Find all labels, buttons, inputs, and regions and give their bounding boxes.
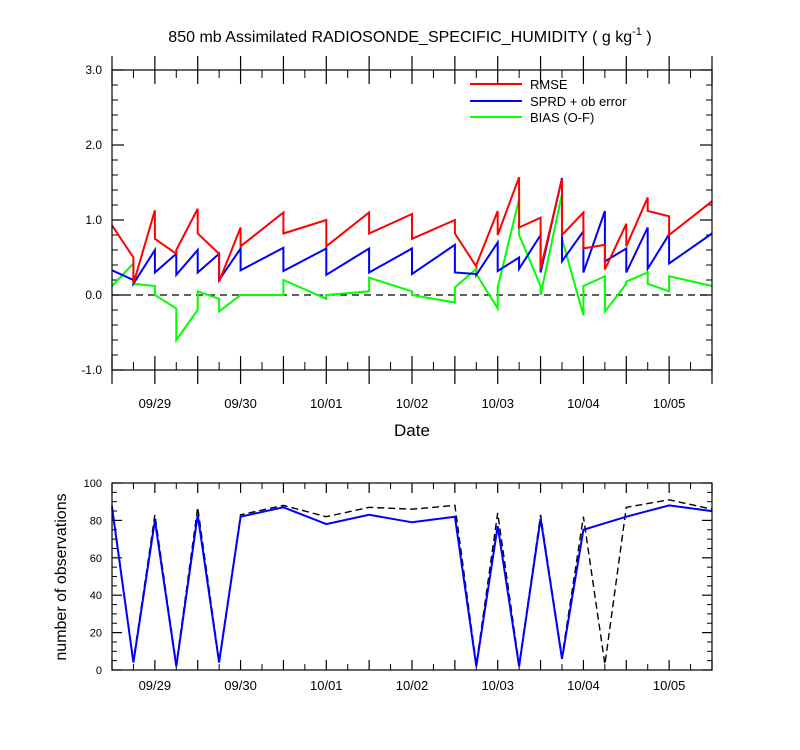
x-tick-label: 09/30 (224, 396, 257, 411)
series-line-used (111, 504, 713, 667)
x-tick-label: 10/01 (310, 678, 343, 693)
x-tick-label: 09/30 (224, 678, 257, 693)
x-tick-label: 10/03 (481, 678, 514, 693)
x-tick-label: 09/29 (139, 678, 172, 693)
y-tick-label: 80 (90, 515, 102, 527)
x-tick-label: 10/02 (396, 678, 429, 693)
x-tick-label: 10/05 (653, 678, 686, 693)
y-tick-label: 100 (84, 478, 102, 490)
x-tick-label: 10/04 (567, 678, 600, 693)
chart-title: 850 mb Assimilated RADIOSONDE_SPECIFIC_H… (168, 26, 651, 46)
y-tick-label: 2.0 (85, 138, 102, 152)
y-tick-label: 1.0 (85, 213, 102, 227)
legend-label-bias: BIAS (O-F) (530, 110, 594, 125)
series-line-possible (111, 499, 713, 665)
legend-label-sprd: SPRD + ob error (530, 94, 627, 109)
y-tick-label: 0 (96, 665, 102, 677)
bottom-panel: 09/29 09/30 10/01 10/02 10/03 10/04 10/05 0 20 40… (84, 478, 713, 693)
x-tick-label: 10/01 (310, 396, 343, 411)
bottom-plot-frame (111, 482, 713, 671)
legend: RMSE SPRD + ob error BIAS (O-F) (470, 77, 627, 125)
legend-label-rmse: RMSE (530, 77, 568, 92)
y-tick-label: 60 (90, 553, 102, 565)
y-tick-label: 3.0 (85, 63, 102, 77)
top-x-axis-label: Date (394, 421, 430, 440)
y-tick-label: -1.0 (81, 363, 102, 377)
x-tick-label: 10/03 (481, 396, 514, 411)
x-tick-label: 09/29 (139, 396, 172, 411)
y-tick-label: 40 (90, 590, 102, 602)
title-superscript: -1 (632, 26, 642, 38)
series-line-rmse (111, 176, 713, 285)
top-panel: 09/29 09/30 10/01 10/02 10/03 10/04 10/05 -1.0 0… (81, 56, 713, 411)
x-tick-label: 10/05 (653, 396, 686, 411)
bottom-y-axis-label: number of observations (53, 493, 70, 660)
title-end: ) (642, 29, 652, 46)
y-tick-label: 0.0 (85, 288, 102, 302)
x-tick-label: 10/02 (396, 396, 429, 411)
x-tick-label: 10/04 (567, 396, 600, 411)
top-plot-frame (111, 69, 713, 371)
y-tick-label: 20 (90, 628, 102, 640)
series-line-bias-o-f (111, 193, 713, 344)
